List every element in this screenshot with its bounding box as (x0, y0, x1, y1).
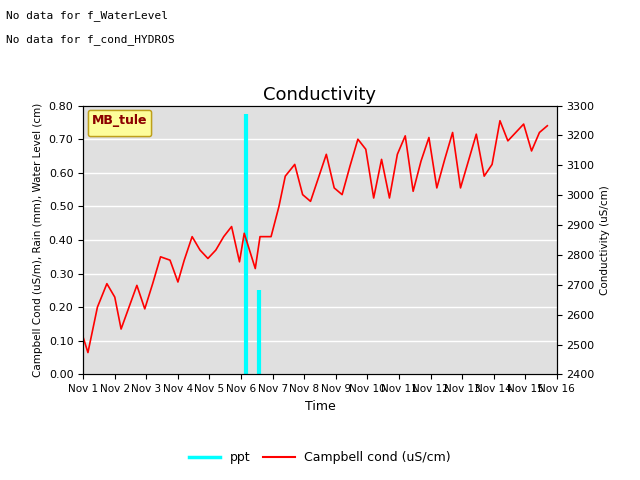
Y-axis label: Conductivity (uS/cm): Conductivity (uS/cm) (600, 185, 611, 295)
Text: No data for f_cond_HYDROS: No data for f_cond_HYDROS (6, 34, 175, 45)
Legend: ppt, Campbell cond (uS/cm): ppt, Campbell cond (uS/cm) (184, 446, 456, 469)
Y-axis label: Campbell Cond (uS/m), Rain (mm), Water Level (cm): Campbell Cond (uS/m), Rain (mm), Water L… (33, 103, 43, 377)
Legend:  (88, 110, 151, 136)
X-axis label: Time: Time (305, 400, 335, 413)
Text: No data for f_WaterLevel: No data for f_WaterLevel (6, 10, 168, 21)
Title: Conductivity: Conductivity (264, 86, 376, 104)
